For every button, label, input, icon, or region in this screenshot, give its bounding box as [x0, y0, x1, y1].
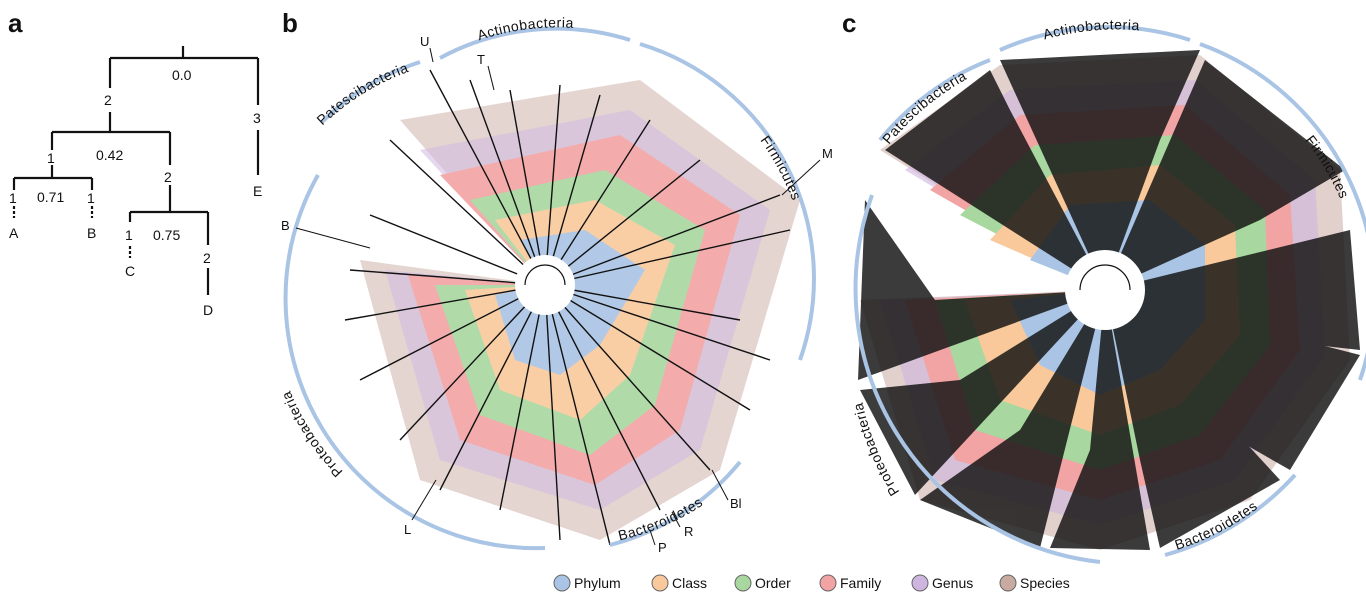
- panel-b-marker-b: B: [281, 218, 290, 233]
- panel-b-clade-arcs: [283, 26, 816, 551]
- panel-a-node-ab-count: 1: [47, 150, 55, 166]
- legend-label: Order: [755, 575, 791, 591]
- legend-label: Family: [840, 575, 881, 591]
- panel-letter-a: a: [8, 8, 23, 38]
- panel-b-marker-l: L: [404, 522, 411, 537]
- legend-swatch: [999, 574, 1017, 592]
- panel-c-tree-mass: [858, 50, 1360, 550]
- legend-swatch: [819, 574, 837, 592]
- legend-swatch: [734, 574, 752, 592]
- panel-letter-b: b: [282, 8, 298, 38]
- panel-a-leaf-a: A: [9, 225, 19, 241]
- legend-swatch: [911, 574, 929, 592]
- panel-a-node-value-042: 0.42: [96, 147, 123, 163]
- panel-b-marker-p: P: [658, 540, 667, 555]
- legend-label: Genus: [932, 575, 973, 591]
- panel-letter-c: c: [842, 8, 856, 38]
- legend-label: Species: [1020, 575, 1070, 591]
- legend-label: Phylum: [574, 575, 621, 591]
- panel-a-leaf-d: D: [203, 302, 213, 318]
- legend-item: Species: [999, 574, 1070, 592]
- panel-b-root-arc: [524, 264, 566, 286]
- panel-a-leaf-d-count: 2: [203, 250, 211, 266]
- panel-a-node-cd-count: 2: [164, 169, 172, 185]
- panel-c-clade-arcs: [853, 25, 1366, 564]
- legend-item: Genus: [911, 574, 973, 592]
- panel-a-leaf-c-count: 1: [125, 227, 133, 243]
- panel-a-leaf-e: E: [253, 183, 262, 199]
- panel-c-center: [1065, 250, 1145, 330]
- panel-a-root-value: 0.0: [172, 67, 192, 83]
- legend-swatch: [553, 574, 571, 592]
- panel-a-tree-branches: [12, 46, 260, 295]
- panel-c-root-arc: [1079, 264, 1131, 291]
- panel-b-label-actinobacteria: Actinobacteria: [475, 14, 574, 43]
- panel-b: b: [278, 8, 833, 555]
- panel-b-marker-bl: Bl: [730, 496, 742, 511]
- panel-a-node-value-075: 0.75: [153, 227, 180, 243]
- panel-b-center: [515, 255, 575, 315]
- panel-a-leaf-b: B: [87, 225, 96, 241]
- panel-a-node-value-071: 0.71: [37, 189, 64, 205]
- panel-a: a 0.0 2 3 0.42 1: [8, 8, 262, 318]
- legend-item: Class: [651, 574, 707, 592]
- panel-b-marker-r: R: [684, 524, 693, 539]
- legend-item: Phylum: [553, 574, 621, 592]
- panel-a-right-count: 3: [253, 110, 261, 126]
- panel-b-marker-u: U: [420, 34, 429, 49]
- panel-a-leaf-a-count: 1: [9, 190, 17, 206]
- panel-b-marker-t: T: [477, 52, 485, 67]
- panel-b-label-proteobacteria: Proteobacteria: [278, 389, 346, 481]
- panel-b-marker-m: M: [822, 146, 833, 161]
- panel-b-tree-branches: [344, 69, 791, 546]
- panel-a-leaf-b-count: 1: [87, 190, 95, 206]
- panel-b-marker-lines: [295, 47, 821, 546]
- legend-item: Family: [819, 574, 881, 592]
- legend-item: Order: [734, 574, 791, 592]
- panel-c-label-actinobacteria: Actinobacteria: [1041, 16, 1140, 42]
- legend-swatch: [651, 574, 669, 592]
- panel-b-label-patescibacteria: Patescibacteria: [313, 59, 410, 128]
- panel-a-left-count: 2: [104, 92, 112, 108]
- legend-label: Class: [672, 575, 707, 591]
- legend: Phylum Class Order Family Genus Species: [553, 574, 1070, 592]
- panel-a-leaf-c: C: [125, 263, 135, 279]
- panel-c: c: [842, 8, 1366, 564]
